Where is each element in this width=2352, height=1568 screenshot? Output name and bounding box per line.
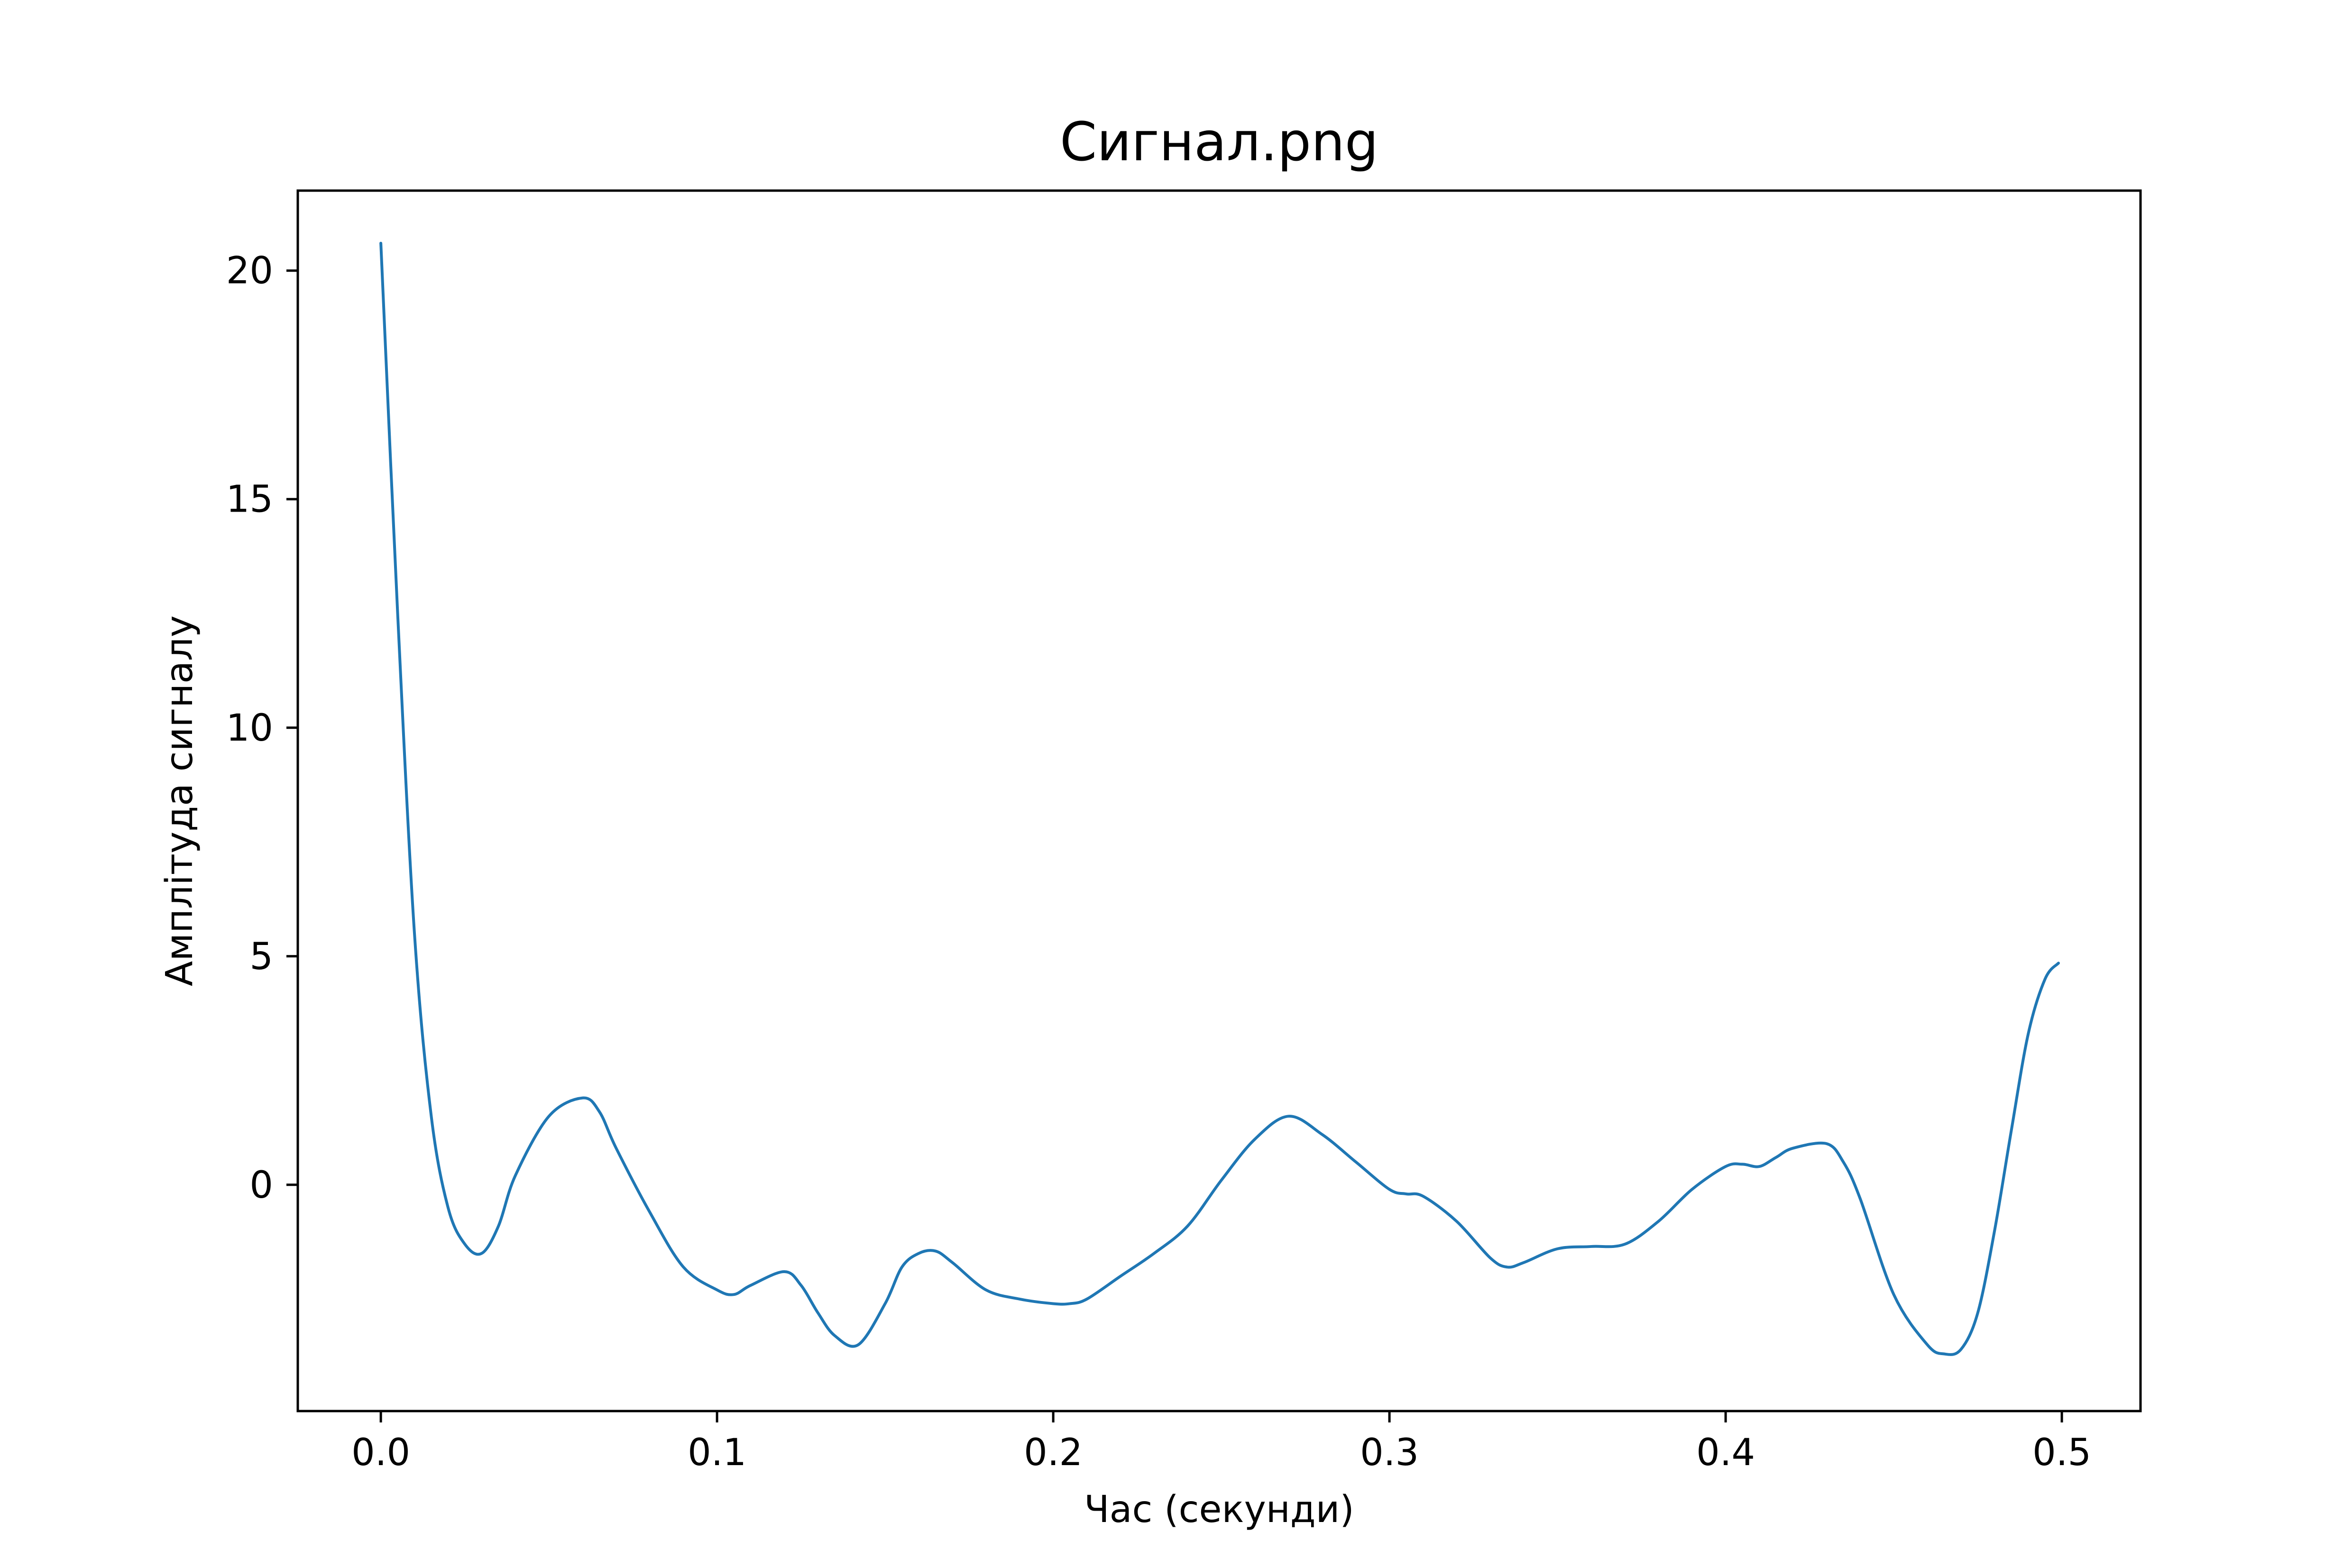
- signal-series-line: [379, 241, 2060, 1356]
- y-tick-label: 5: [249, 935, 273, 978]
- y-tick-label: 20: [226, 250, 273, 293]
- x-axis-label: Час (секунди): [1084, 1488, 1354, 1531]
- x-tick-label: 0.5: [2032, 1431, 2091, 1474]
- x-tick-label: 0.0: [351, 1431, 410, 1474]
- chart-title: Сигнал.png: [1060, 111, 1378, 173]
- y-axis-ticks: 0 5 10 15 20: [226, 250, 298, 1207]
- x-axis-ticks: 0.0 0.1 0.2 0.3 0.4 0.5: [351, 1411, 2091, 1474]
- y-tick-label: 15: [226, 478, 273, 521]
- plot-area: [296, 189, 2142, 1412]
- axes-frame: [296, 189, 2142, 1412]
- x-tick-label: 0.3: [1360, 1431, 1419, 1474]
- x-tick-label: 0.2: [1024, 1431, 1083, 1474]
- x-tick-label: 0.4: [1696, 1431, 1755, 1474]
- x-tick-label: 0.1: [688, 1431, 746, 1474]
- y-axis-label: Амплітуда сигналу: [158, 615, 201, 986]
- y-tick-label: 10: [226, 707, 273, 750]
- y-tick-label: 0: [249, 1164, 273, 1207]
